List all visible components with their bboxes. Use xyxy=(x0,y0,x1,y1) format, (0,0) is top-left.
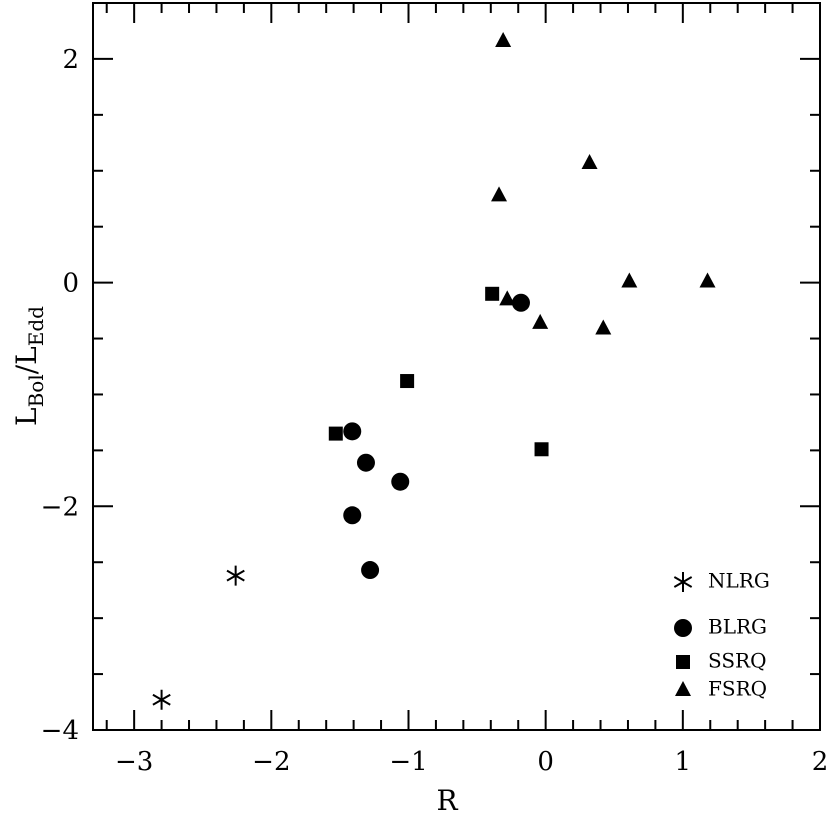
data-point xyxy=(511,293,530,312)
data-point xyxy=(491,186,508,202)
data-point xyxy=(595,319,612,335)
data-point xyxy=(621,272,638,288)
data-point xyxy=(226,565,245,586)
x-tick-label: 1 xyxy=(675,747,692,777)
y-label-part: L xyxy=(10,407,43,426)
data-point xyxy=(699,272,716,288)
data-point xyxy=(532,313,549,329)
y-tick-label: −2 xyxy=(41,492,79,522)
data-point xyxy=(534,442,549,457)
data-point xyxy=(328,426,343,441)
data-point xyxy=(343,506,362,525)
data-point xyxy=(485,286,500,301)
legend-text: BLRG xyxy=(708,615,767,639)
data-point xyxy=(400,374,415,389)
y-label-part: /L xyxy=(10,346,43,374)
data-point xyxy=(495,32,512,48)
data-point xyxy=(391,472,410,491)
data-point xyxy=(581,153,598,169)
plot-frame xyxy=(92,2,821,731)
data-point xyxy=(343,422,362,441)
legend-text: NLRG xyxy=(708,569,770,593)
legend-marker xyxy=(676,655,690,669)
legend-marker xyxy=(674,619,692,637)
data-point xyxy=(356,453,375,472)
legend-text: FSRQ xyxy=(708,677,767,701)
data-point xyxy=(152,689,171,710)
y-tick-label: −4 xyxy=(41,716,79,746)
data-point xyxy=(499,290,516,306)
legend-marker xyxy=(675,681,691,696)
x-axis-label: R xyxy=(436,784,458,815)
y-label-sub: Edd xyxy=(24,306,48,346)
x-tick-label: 0 xyxy=(537,747,554,777)
x-tick-label: −1 xyxy=(389,747,427,777)
x-tick-label: 2 xyxy=(812,747,829,777)
legend-text: SSRQ xyxy=(708,649,767,673)
y-axis-label: LBol/LEdd xyxy=(10,306,48,426)
y-tick-label: 2 xyxy=(62,45,79,75)
y-tick-label: 0 xyxy=(62,269,79,299)
data-point xyxy=(361,561,380,580)
legend-marker xyxy=(673,572,693,592)
x-tick-label: −3 xyxy=(115,747,153,777)
y-label-sub: Bol xyxy=(24,374,48,407)
x-tick-label: −2 xyxy=(252,747,290,777)
